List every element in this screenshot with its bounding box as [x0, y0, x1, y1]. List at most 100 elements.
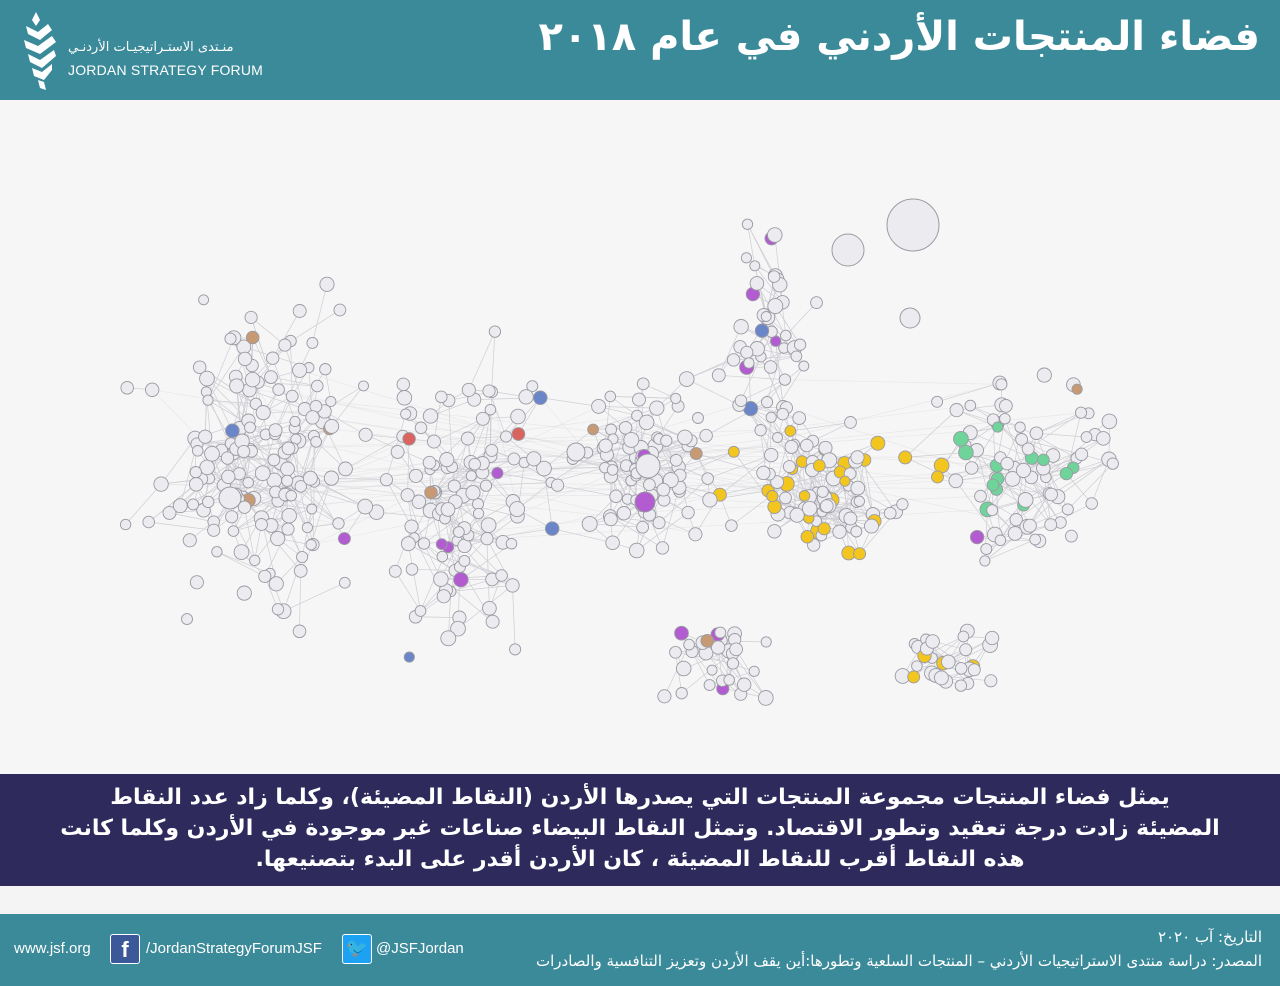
network-node	[468, 457, 481, 471]
twitter-icon[interactable]: 🐦	[342, 934, 372, 964]
network-node	[202, 394, 214, 406]
network-edge	[252, 379, 293, 449]
network-node	[439, 452, 455, 468]
twitter-link[interactable]: @JSFJordan	[376, 940, 464, 957]
network-node	[843, 511, 858, 526]
network-edge	[718, 374, 785, 380]
network-edge	[678, 451, 734, 468]
network-node	[757, 690, 774, 706]
network-edge	[543, 468, 553, 529]
network-edge	[904, 409, 957, 458]
network-node	[749, 260, 761, 272]
network-node	[605, 423, 618, 436]
network-edge	[776, 430, 791, 483]
logo-arabic-text: منـتدى الاستـراتيجيـات الأردنـي	[68, 40, 234, 55]
network-node	[980, 543, 993, 556]
network-node	[281, 522, 295, 536]
network-edge	[491, 331, 496, 392]
network-edge	[557, 484, 617, 497]
network-edge	[464, 468, 793, 547]
network-node	[604, 390, 617, 403]
network-edge	[486, 538, 513, 586]
network-node	[995, 378, 1008, 391]
network-node	[883, 506, 897, 520]
network-edge	[298, 483, 314, 545]
network-node	[780, 329, 792, 342]
network-edge	[625, 398, 676, 429]
network-node	[285, 489, 297, 502]
network-node	[414, 605, 427, 617]
network-node	[767, 499, 782, 514]
network-node	[145, 382, 160, 397]
network-node	[992, 421, 1004, 433]
network-node	[310, 435, 322, 448]
facebook-icon[interactable]: f	[110, 934, 140, 964]
network-edge	[1012, 478, 1068, 510]
network-node	[450, 620, 466, 637]
network-node	[533, 390, 548, 405]
network-edge	[450, 579, 493, 592]
network-node	[1029, 426, 1044, 440]
network-node	[870, 435, 886, 451]
network-node	[358, 427, 373, 442]
description-panel: يمثل فضاء المنتجات مجموعة المنتجات التي …	[0, 774, 1280, 886]
network-edge	[420, 427, 472, 477]
network-node	[798, 360, 810, 372]
network-node	[400, 488, 415, 503]
network-node	[714, 626, 727, 639]
network-node	[424, 485, 438, 500]
network-node	[119, 518, 132, 531]
network-node	[957, 630, 970, 643]
network-node	[748, 665, 760, 677]
network-edge	[270, 376, 318, 387]
network-node	[242, 476, 254, 489]
network-edge	[453, 438, 469, 487]
network-node	[850, 450, 865, 465]
network-node	[999, 412, 1011, 425]
network-node	[967, 663, 981, 677]
network-node	[740, 345, 754, 359]
network-edge	[231, 516, 255, 561]
network-edge	[324, 411, 366, 436]
network-edge	[747, 224, 756, 266]
network-node	[402, 432, 416, 446]
network-edge	[169, 512, 214, 523]
network-node	[458, 554, 471, 567]
network-node	[723, 674, 735, 686]
facebook-link[interactable]: /JordanStrategyForumJSF	[146, 940, 322, 957]
network-node	[233, 544, 250, 560]
network-node	[958, 444, 974, 461]
network-node	[628, 542, 645, 559]
network-edge	[252, 337, 272, 378]
network-node	[954, 679, 968, 692]
footer-source: المصدر: دراسة منتدى الاستراتيجيات الأردن…	[536, 952, 1262, 970]
network-node	[221, 469, 236, 484]
network-edge	[486, 538, 490, 609]
network-node	[974, 489, 987, 503]
network-node	[703, 679, 716, 692]
network-node	[710, 640, 726, 655]
network-node	[800, 438, 814, 453]
network-edge	[936, 382, 1000, 403]
network-node-large	[899, 307, 921, 329]
network-node	[692, 412, 704, 424]
network-node	[660, 434, 673, 447]
network-node	[142, 515, 155, 529]
network-edge	[754, 265, 767, 317]
website-link[interactable]: www.jsf.org	[14, 940, 91, 957]
network-node	[767, 298, 784, 315]
network-node	[733, 319, 749, 335]
network-node	[509, 643, 522, 656]
network-node	[623, 431, 640, 448]
network-edge	[435, 492, 489, 526]
description-line-2: المضيئة زادت درجة تعقيد وتطور الاقتصاد. …	[60, 816, 1220, 841]
network-node	[189, 466, 202, 479]
network-node	[272, 383, 285, 396]
network-node	[764, 447, 779, 463]
network-edge	[312, 406, 599, 545]
network-node-large	[831, 233, 865, 267]
network-nodes	[119, 198, 1119, 706]
network-node	[526, 380, 539, 393]
network-node-large	[635, 453, 661, 479]
network-node	[436, 589, 451, 604]
